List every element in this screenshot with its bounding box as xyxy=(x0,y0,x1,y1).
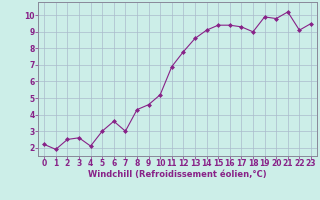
X-axis label: Windchill (Refroidissement éolien,°C): Windchill (Refroidissement éolien,°C) xyxy=(88,170,267,179)
